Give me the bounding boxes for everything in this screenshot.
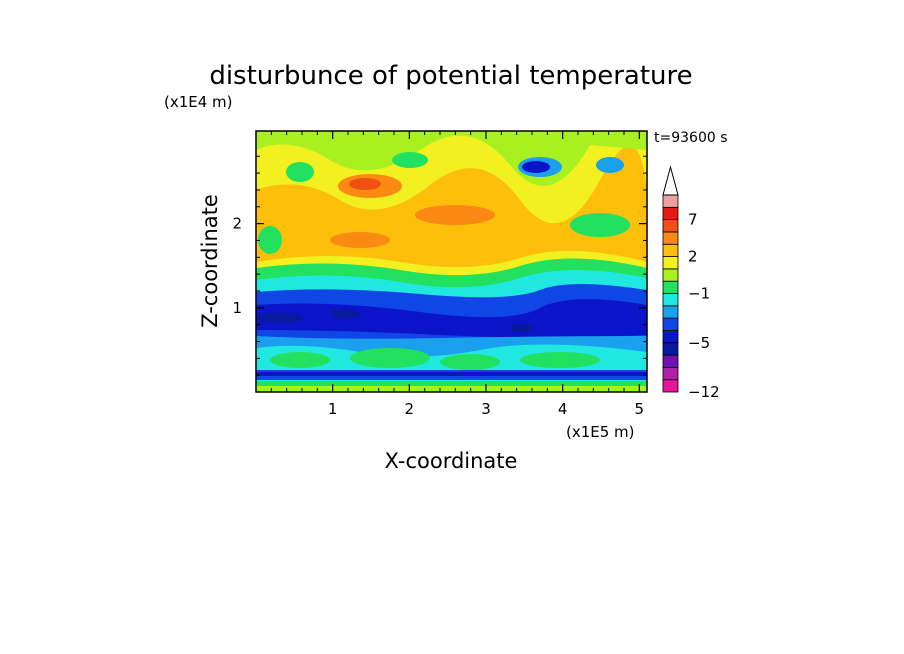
x-tick-label: 4 (558, 400, 568, 418)
colorbar-band (662, 194, 679, 208)
colorbar-band (662, 330, 679, 344)
colorbar-band (662, 243, 679, 257)
contour-field (256, 131, 647, 392)
colorbar-tick-label: 2 (688, 248, 698, 266)
colorbar-band (662, 293, 679, 307)
y-axis-title: Z-coordinate (198, 194, 222, 328)
colorbar-band (662, 231, 679, 245)
colorbar-band (662, 305, 679, 319)
x-axis-title: X-coordinate (385, 449, 518, 473)
colorbar (662, 165, 679, 393)
y-unit-label: (x1E4 m) (164, 93, 233, 111)
colorbar-tick-label: 7 (688, 211, 698, 229)
y-axis: 12 (232, 155, 647, 376)
x-unit-label: (x1E5 m) (566, 423, 635, 441)
colorbar-band (662, 280, 679, 294)
x-tick-label: 2 (405, 400, 415, 418)
colorbar-tick-label: −5 (688, 334, 710, 352)
colorbar-band (662, 206, 679, 221)
colorbar-band (662, 354, 679, 368)
y-tick-label: 1 (232, 299, 242, 317)
colorbar-band (662, 342, 679, 356)
colorbar-band (662, 379, 679, 393)
colorbar-band (662, 268, 679, 282)
colorbar-tick-label: −12 (688, 383, 720, 401)
y-tick-label: 2 (232, 215, 242, 233)
colorbar-band (662, 256, 679, 270)
colorbar-ticks: −12−5−127 (688, 211, 720, 401)
colorbar-extend-arrow (662, 165, 679, 196)
colorbar-tick-label: −1 (688, 285, 710, 303)
x-tick-label: 1 (328, 400, 338, 418)
colorbar-band (662, 366, 679, 381)
colorbar-band (662, 219, 679, 233)
plot-frame (255, 130, 648, 393)
x-tick-label: 5 (635, 400, 645, 418)
x-tick-label: 3 (481, 400, 491, 418)
colorbar-band (662, 317, 679, 331)
chart-title: disturbunce of potential temperature (209, 61, 692, 91)
x-axis: 1 2 3 4 5 (270, 131, 645, 418)
time-label: t=93600 s (654, 130, 728, 146)
